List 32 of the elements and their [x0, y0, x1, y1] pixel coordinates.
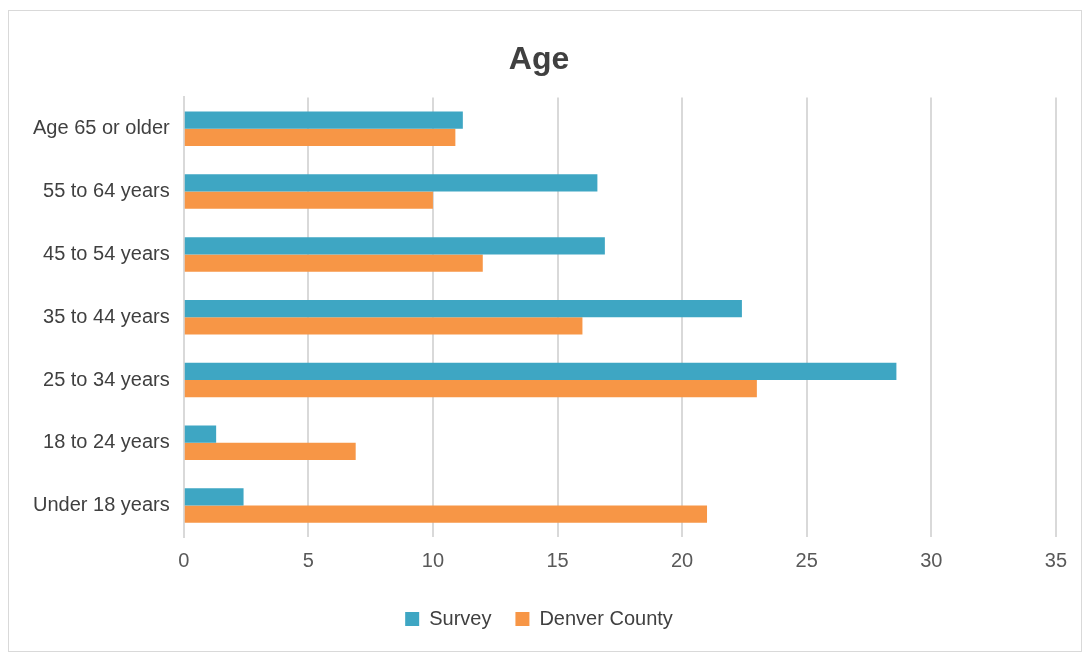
x-tick-label: 25 [795, 548, 818, 571]
y-tick-label: 55 to 64 years [43, 179, 170, 202]
legend-label: Denver County [539, 606, 673, 629]
x-tick-label: 20 [670, 548, 694, 571]
x-tick-label: 30 [920, 548, 943, 571]
bar [184, 362, 897, 380]
chart-title: Age [508, 40, 570, 77]
bar [184, 237, 605, 255]
bar [184, 380, 757, 398]
x-tick-label: 35 [1044, 548, 1067, 571]
y-tick-label: 35 to 44 years [43, 304, 170, 327]
bar [184, 128, 456, 147]
y-tick-label: 18 to 24 years [43, 430, 170, 453]
legend-label: Survey [429, 606, 492, 629]
y-tick-label: 25 to 34 years [43, 367, 170, 390]
bar [184, 111, 463, 129]
x-tick-label: 15 [546, 548, 569, 571]
bar [184, 317, 583, 335]
bar [184, 488, 244, 506]
y-tick-label: Under 18 years [33, 493, 170, 516]
x-tick-label: 5 [302, 548, 314, 571]
x-tick-label: 0 [178, 548, 190, 571]
bar [184, 425, 217, 443]
bar [184, 191, 433, 209]
y-tick-label: Age 65 or older [32, 116, 171, 139]
bar [184, 299, 742, 318]
bar [184, 442, 356, 461]
bar [184, 505, 708, 523]
y-tick-label: 45 to 54 years [43, 241, 170, 264]
bar [184, 174, 598, 192]
bar [184, 254, 483, 272]
x-tick-label: 10 [421, 548, 445, 571]
